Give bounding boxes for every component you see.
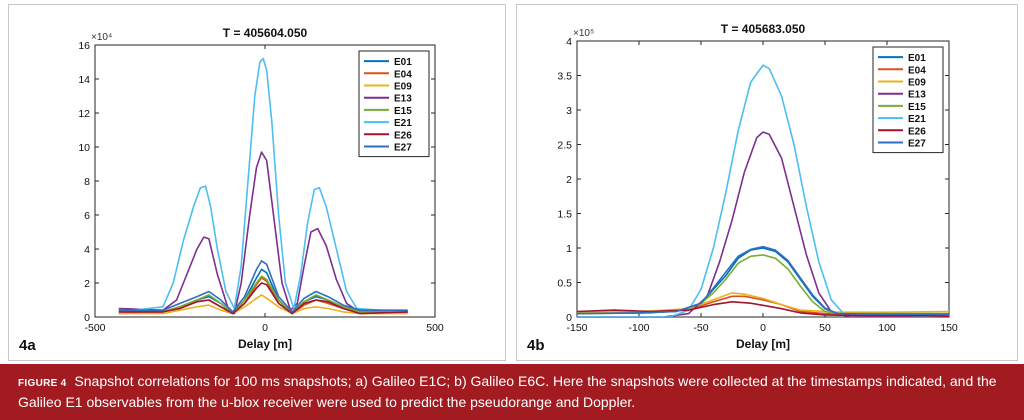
figure-caption: FIGURE 4 Snapshot correlations for 100 m… bbox=[0, 364, 1024, 420]
chart-4a-y-tick-label: 10 bbox=[78, 142, 90, 154]
chart-4a-series-line-e09 bbox=[118, 294, 408, 315]
chart-4a-legend-entry: E04 bbox=[394, 69, 412, 80]
chart-4a-series-line-e27 bbox=[118, 260, 408, 313]
chart-4a-y-tick-label: 2 bbox=[84, 278, 90, 290]
chart-4a-legend-box bbox=[358, 50, 430, 158]
chart-4b-x-tick-label: -150 bbox=[566, 322, 587, 334]
chart-panel-4a: T = 405604.050 ×10⁴ 0 2 4 6 8 10 12 14 16 -500 0 500 D… bbox=[8, 4, 506, 361]
chart-4a-y-tick-label: 12 bbox=[78, 108, 90, 120]
chart-4a-y-tick-label: 0 bbox=[84, 312, 90, 324]
chart-4b-y-tick-label: 1 bbox=[566, 243, 572, 255]
chart-4a-y-exponent: ×10⁴ bbox=[91, 32, 112, 43]
chart-4b-x-tick-label: 100 bbox=[878, 322, 896, 334]
chart-4b-series-line-e27 bbox=[577, 245, 949, 315]
chart-4b-series-line-e26 bbox=[577, 301, 949, 317]
chart-4b-legend-entry: E04 bbox=[908, 65, 926, 76]
chart-4b-title: T = 405683.050 bbox=[721, 22, 806, 36]
chart-4b-x-label: Delay [m] bbox=[736, 337, 790, 351]
chart-4b-x-tick-label: -50 bbox=[693, 322, 708, 334]
chart-4b-legend-box bbox=[872, 46, 944, 154]
chart-4b-legend-entry: E15 bbox=[908, 102, 926, 113]
chart-4a-legend-entry: E26 bbox=[394, 130, 412, 141]
chart-4b-series-line-e21 bbox=[577, 64, 949, 317]
chart-4a-legend-entry: E27 bbox=[394, 143, 412, 154]
chart-4a-legend-entry: E21 bbox=[394, 118, 412, 129]
chart-4a-x-tick-label: -500 bbox=[84, 322, 105, 334]
chart-4b-series-group bbox=[577, 64, 949, 317]
chart-4a-y-tick-label: 14 bbox=[78, 74, 90, 86]
chart-4b-x-tick-label: 150 bbox=[940, 322, 958, 334]
chart-4a-x-label: Delay [m] bbox=[238, 337, 292, 351]
chart-4b-series-line-e09 bbox=[577, 292, 949, 313]
panel-label-4b: 4b bbox=[527, 337, 545, 354]
chart-4a-y-tick-label: 8 bbox=[84, 176, 90, 188]
chart-4a-legend-entry: E15 bbox=[394, 106, 412, 117]
chart-4a-series-line-e15 bbox=[118, 275, 408, 315]
chart-4b-y-tick-label: 4 bbox=[566, 36, 572, 48]
caption-text: Snapshot correlations for 100 ms snapsho… bbox=[18, 373, 997, 410]
chart-4a-y-tick-label: 4 bbox=[84, 244, 90, 256]
chart-4a-x-tick-label: 0 bbox=[262, 322, 268, 334]
chart-4b-series-line-e13 bbox=[577, 131, 949, 317]
chart-4b-x-tick-label: -100 bbox=[628, 322, 649, 334]
chart-4a-y-tick-label: 6 bbox=[84, 210, 90, 222]
chart-4b-x-tick-label: 50 bbox=[819, 322, 831, 334]
chart-4b-legend-entry: E27 bbox=[908, 139, 926, 150]
chart-4b-legend-entry: E21 bbox=[908, 114, 926, 125]
chart-4b-y-tick-label: 0.5 bbox=[557, 278, 572, 290]
chart-4a-legend-entry: E13 bbox=[394, 94, 412, 105]
panel-label-4a: 4a bbox=[19, 337, 36, 354]
chart-4b-y-exponent: ×10⁵ bbox=[573, 28, 594, 39]
chart-4a-series-group bbox=[118, 57, 408, 315]
chart-4b-y-tick-label: 0 bbox=[566, 312, 572, 324]
chart-4b-y-tick-label: 3.5 bbox=[557, 71, 572, 83]
chart-4a-y-tick-label: 16 bbox=[78, 40, 90, 52]
chart-4a-legend-entry: E09 bbox=[394, 82, 412, 93]
chart-4b-y-tick-label: 1.5 bbox=[557, 209, 572, 221]
chart-4a-x-tick-label: 500 bbox=[426, 322, 444, 334]
chart-4b-y-tick-label: 2 bbox=[566, 174, 572, 186]
chart-4b-legend-entry: E09 bbox=[908, 78, 926, 89]
chart-4a-title: T = 405604.050 bbox=[223, 26, 308, 40]
chart-4a-legend-entry: E01 bbox=[394, 57, 412, 68]
chart-4b-legend-entry: E13 bbox=[908, 90, 926, 101]
chart-panel-4b: T = 405683.050 ×10⁵ 0 0.5 1 1.5 2 2.5 3 3.5 4 -150 -… bbox=[516, 4, 1018, 361]
chart-4a-series-line-e26 bbox=[118, 282, 408, 315]
figure-label: FIGURE 4 bbox=[18, 378, 67, 389]
chart-4b-y-tick-label: 3 bbox=[566, 105, 572, 117]
chart-4b-y-tick-label: 2.5 bbox=[557, 140, 572, 152]
chart-4b-legend-entry: E01 bbox=[908, 53, 926, 64]
chart-4b-legend-entry: E26 bbox=[908, 126, 926, 137]
correlation-chart-e6c: T = 405683.050 ×10⁵ 0 0.5 1 1.5 2 2.5 3 3.5 4 -150 -… bbox=[557, 22, 958, 351]
chart-4a-series-line-e21 bbox=[118, 57, 408, 313]
chart-4b-series-line-e01 bbox=[577, 247, 949, 315]
chart-4b-x-tick-label: 0 bbox=[760, 322, 766, 334]
chart-4a-series-line-e13 bbox=[118, 151, 408, 315]
